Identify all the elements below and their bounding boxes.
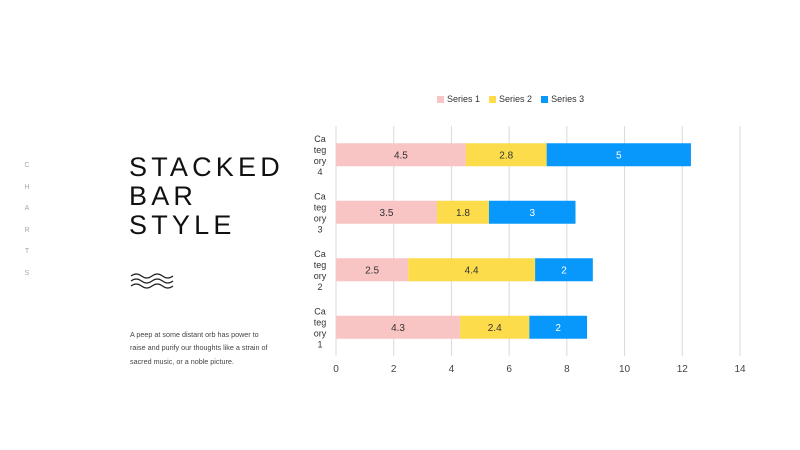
category-label: Ca <box>314 249 326 259</box>
category-label: teg <box>314 145 327 155</box>
vertical-charts-label: C H A R T S <box>22 162 32 291</box>
legend-item: Series 2 <box>489 92 532 106</box>
category-label: ory <box>314 156 327 166</box>
data-label: 4.4 <box>465 265 479 276</box>
data-label: 2 <box>561 265 567 276</box>
bar-segment <box>529 315 588 339</box>
category-label: 2 <box>317 282 322 292</box>
x-tick-label: 2 <box>391 364 397 375</box>
category-label: teg <box>314 202 327 212</box>
bar-segment <box>437 200 489 224</box>
legend-item: Series 1 <box>437 92 480 106</box>
bar-segment <box>465 143 547 167</box>
bar-segment <box>336 200 437 224</box>
legend-label: Series 3 <box>551 94 585 104</box>
category-label: teg <box>314 260 327 270</box>
category-label: Ca <box>314 191 326 201</box>
x-tick-label: 8 <box>564 364 570 375</box>
side-letter: T <box>24 248 30 255</box>
data-label: 2.5 <box>365 265 379 276</box>
bar-segment <box>488 200 576 224</box>
data-label: 2.8 <box>499 150 513 161</box>
bar-segment <box>546 143 691 167</box>
x-tick-label: 4 <box>449 364 455 375</box>
category-label: Ca <box>314 134 326 144</box>
category-label: 3 <box>317 224 322 234</box>
legend-item: Series 3 <box>541 92 584 106</box>
legend-label: Series 1 <box>447 94 481 104</box>
title-line: STYLE <box>129 210 236 240</box>
body-paragraph: A peep at some distant orb has power to … <box>130 330 268 366</box>
data-label: 2.4 <box>488 323 502 334</box>
bar-segment <box>460 315 530 339</box>
category-label: ory <box>314 328 327 338</box>
category-label: ory <box>314 271 327 281</box>
bar-segment <box>336 315 461 339</box>
x-tick-label: 10 <box>619 364 631 375</box>
side-letter: C <box>24 162 30 169</box>
data-label: 5 <box>616 150 622 161</box>
side-letter: A <box>24 205 30 212</box>
side-letter: R <box>24 226 30 234</box>
bar-segment <box>336 143 466 167</box>
wave-icon <box>130 273 174 289</box>
x-tick-label: 14 <box>734 364 746 375</box>
category-label: ory <box>314 213 327 223</box>
category-label: 1 <box>317 339 322 349</box>
side-letter: H <box>24 183 30 191</box>
data-label: 3.5 <box>380 208 394 219</box>
x-tick-label: 0 <box>333 364 339 375</box>
side-letter: S <box>24 269 30 277</box>
category-label: Ca <box>314 306 326 316</box>
x-tick-label: 12 <box>677 364 689 375</box>
data-label: 1.8 <box>456 208 470 219</box>
legend-swatch <box>489 95 497 103</box>
bar-segment <box>535 258 593 282</box>
data-label: 4.5 <box>394 150 408 161</box>
category-label: 4 <box>317 167 322 177</box>
data-label: 2 <box>555 323 561 334</box>
data-label: 3 <box>529 208 535 219</box>
slide-title: STACKED BAR STYLE <box>129 153 309 240</box>
x-tick-label: 6 <box>506 364 512 375</box>
legend-swatch <box>437 95 444 103</box>
legend-label: Series 2 <box>499 94 533 104</box>
bar-segment <box>408 258 536 282</box>
category-label: teg <box>314 317 327 327</box>
bar-segment <box>336 258 409 282</box>
title-line: STACKED <box>129 152 284 182</box>
chart-legend: Series 1 Series 2 Series 3 <box>437 92 584 106</box>
data-label: 4.3 <box>391 323 405 334</box>
legend-swatch <box>541 95 549 103</box>
title-line: BAR <box>129 181 198 211</box>
